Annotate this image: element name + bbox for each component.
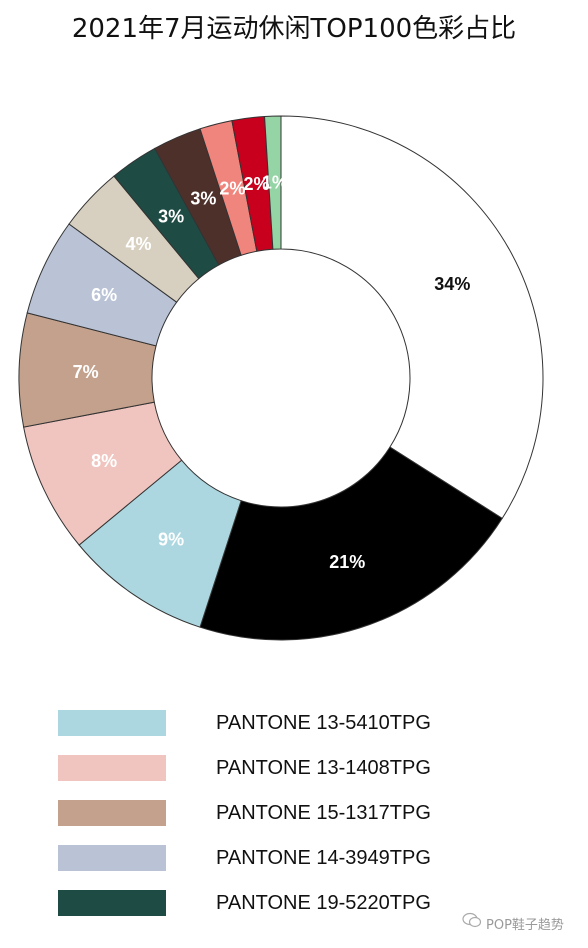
slice-11: [264, 115, 282, 250]
legend-item: PANTONE 15-1317TPG: [58, 797, 538, 827]
legend-label: PANTONE 13-1408TPG: [216, 757, 431, 779]
slice-label-5: 6%: [91, 285, 117, 305]
legend-swatch: [58, 800, 166, 826]
slice-label-0: 34%: [434, 274, 470, 294]
watermark-text: POP鞋子趋势: [486, 918, 564, 933]
legend-swatch: [58, 710, 166, 736]
legend-item: PANTONE 19-5220TPG: [58, 887, 538, 917]
chart-title: 2021年7月运动休闲TOP100色彩占比: [71, 14, 517, 44]
slice-label-4: 7%: [73, 362, 99, 382]
slice-label-1: 21%: [329, 552, 365, 572]
donut-chart: 34%21%9%8%7%6%4%3%3% 2%2%1%: [18, 115, 544, 641]
legend-label: PANTONE 14-3949TPG: [216, 847, 431, 869]
legend-label: PANTONE 19-5220TPG: [216, 892, 431, 914]
slice-label-11: 1%: [262, 173, 288, 193]
slice-1: [199, 446, 503, 641]
slice-label-7: 3%: [158, 206, 184, 226]
legend-swatch: [58, 755, 166, 781]
slice-label-9: 2%: [219, 179, 245, 199]
slice-0: [280, 115, 544, 520]
slice-label-6: 4%: [125, 234, 151, 254]
legend-label: PANTONE 13-5410TPG: [216, 712, 431, 734]
legend-label: PANTONE 15-1317TPG: [216, 802, 431, 824]
slice-label-10: 2%: [243, 174, 269, 194]
slice-label-2: 9%: [158, 530, 184, 550]
legend-swatch: [58, 845, 166, 871]
legend-item: PANTONE 13-5410TPG: [58, 707, 538, 737]
slice-label-8: 3%: [190, 189, 216, 209]
slice-label-3: 8%: [91, 451, 117, 471]
legend-item: PANTONE 13-1408TPG: [58, 752, 538, 782]
legend-swatch: [58, 890, 166, 916]
wechat-icon: [462, 912, 482, 928]
legend-item: PANTONE 14-3949TPG: [58, 842, 538, 872]
